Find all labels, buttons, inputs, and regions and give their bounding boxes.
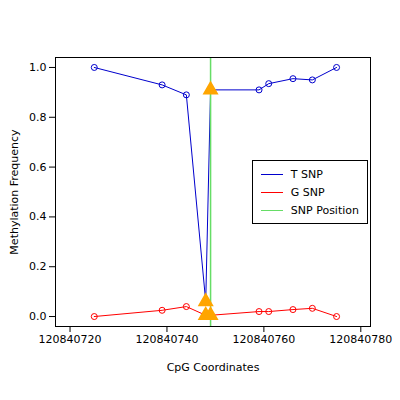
svg-text:120840780: 120840780 <box>329 333 392 346</box>
html-text:T SNP: T SNP <box>290 167 323 181</box>
svg-text:120840760: 120840760 <box>232 333 295 346</box>
svg-text:120840740: 120840740 <box>135 333 198 346</box>
svg-text:120840720: 120840720 <box>39 333 102 346</box>
svg-text:CpG Coordinates: CpG Coordinates <box>167 361 260 374</box>
html-text:SNP Position: SNP Position <box>290 203 359 217</box>
svg-text:0.0: 0.0 <box>29 310 47 323</box>
svg-text:0.6: 0.6 <box>29 161 47 174</box>
svg-text:Methylation Frequency: Methylation Frequency <box>8 129 21 255</box>
svg-text:1.0: 1.0 <box>29 61 47 74</box>
svg-text:0.4: 0.4 <box>29 210 47 223</box>
svg-text:0.2: 0.2 <box>29 260 47 273</box>
html-text:G SNP: G SNP <box>290 185 325 199</box>
svg-text:0.8: 0.8 <box>29 111 47 124</box>
